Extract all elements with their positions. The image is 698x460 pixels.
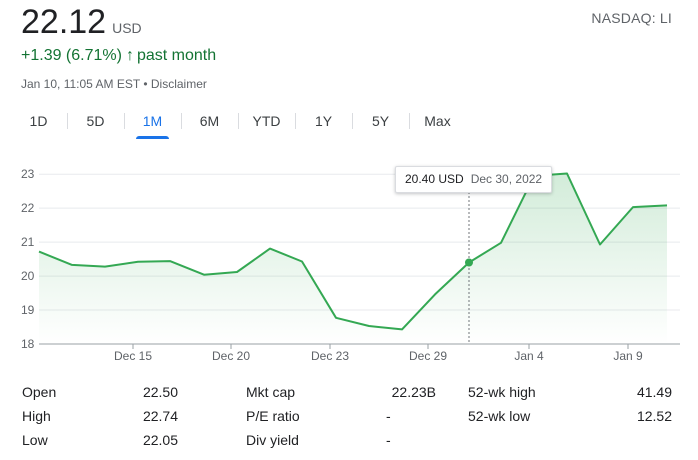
x-tick-label: Dec 23 bbox=[311, 349, 349, 363]
stat-label: 52-wk low bbox=[468, 408, 531, 424]
stat-label: Low bbox=[22, 432, 48, 448]
stat-value: 12.52 bbox=[636, 408, 672, 424]
stat-label: Open bbox=[22, 384, 57, 400]
stat-value: 41.49 bbox=[636, 384, 672, 400]
current-price: 22.12 bbox=[21, 3, 107, 41]
y-tick-label: 23 bbox=[21, 167, 35, 181]
x-tick-label: Jan 9 bbox=[613, 349, 643, 363]
stat-label: 52-wk high bbox=[468, 384, 536, 400]
tooltip-price: 20.40 USD bbox=[405, 172, 464, 186]
x-tick-label: Dec 15 bbox=[114, 349, 152, 363]
stat-value: 22.05 bbox=[142, 432, 178, 448]
tab-1y[interactable]: 1Y bbox=[295, 106, 352, 136]
x-axis: Dec 15 Dec 20 Dec 23 Dec 29 Jan 4 Jan 9 bbox=[114, 344, 643, 363]
hover-point bbox=[465, 258, 473, 267]
separator-dot: • bbox=[143, 77, 148, 91]
y-tick-label: 22 bbox=[21, 201, 35, 215]
stat-label: Div yield bbox=[246, 432, 299, 448]
tab-6m[interactable]: 6M bbox=[181, 106, 238, 136]
stat-label: P/E ratio bbox=[246, 408, 300, 424]
stat-value: 22.23B bbox=[391, 384, 436, 400]
x-tick-label: Dec 20 bbox=[212, 349, 250, 363]
stat-value: 22.50 bbox=[142, 384, 178, 400]
y-tick-label: 20 bbox=[21, 269, 35, 283]
x-tick-label: Jan 4 bbox=[514, 349, 544, 363]
price-change: +1.39 (6.71%) ↑ past month bbox=[21, 47, 216, 65]
stat-label: High bbox=[22, 408, 51, 424]
chart-tooltip: 20.40 USD Dec 30, 2022 bbox=[395, 166, 553, 193]
price-area-fill bbox=[39, 173, 667, 344]
exchange-ticker: NASDAQ: LI bbox=[591, 10, 672, 26]
tab-1d[interactable]: 1D bbox=[29, 113, 48, 129]
price-chart[interactable]: 23 22 21 20 19 18 Dec 15 Dec 20 Dec 23 Dec 29 Jan… bbox=[0, 150, 698, 375]
y-axis: 23 22 21 20 19 18 bbox=[21, 167, 35, 351]
range-tabs: 1D 5D 1M 6M YTD 1Y 5Y Max bbox=[10, 106, 466, 139]
disclaimer-link[interactable]: Disclaimer bbox=[150, 77, 207, 91]
tab-5y[interactable]: 5Y bbox=[352, 106, 409, 136]
y-tick-label: 19 bbox=[21, 303, 35, 317]
stat-label: Mkt cap bbox=[246, 384, 296, 400]
y-tick-label: 21 bbox=[21, 235, 35, 249]
stat-value: 22.74 bbox=[142, 408, 178, 424]
tab-ytd[interactable]: YTD bbox=[238, 106, 295, 136]
stat-value: - bbox=[386, 432, 391, 448]
quote-header: 22.12 USD bbox=[21, 2, 142, 42]
arrow-up-icon: ↑ bbox=[125, 47, 134, 64]
change-value: +1.39 (6.71%) bbox=[21, 47, 122, 64]
quote-meta: Jan 10, 11:05 AM EST • Disclaimer bbox=[21, 77, 207, 91]
tab-5d[interactable]: 5D bbox=[67, 106, 124, 136]
tab-max[interactable]: Max bbox=[409, 106, 466, 136]
x-tick-label: Dec 29 bbox=[409, 349, 447, 363]
price-line bbox=[38, 172, 668, 331]
change-period: past month bbox=[136, 47, 217, 64]
timestamp: Jan 10, 11:05 AM EST bbox=[21, 77, 140, 91]
y-tick-label: 18 bbox=[21, 337, 35, 351]
stat-value: - bbox=[386, 408, 391, 424]
tab-1m[interactable]: 1M bbox=[124, 106, 181, 139]
currency-label: USD bbox=[112, 20, 142, 36]
tooltip-date: Dec 30, 2022 bbox=[470, 172, 543, 186]
